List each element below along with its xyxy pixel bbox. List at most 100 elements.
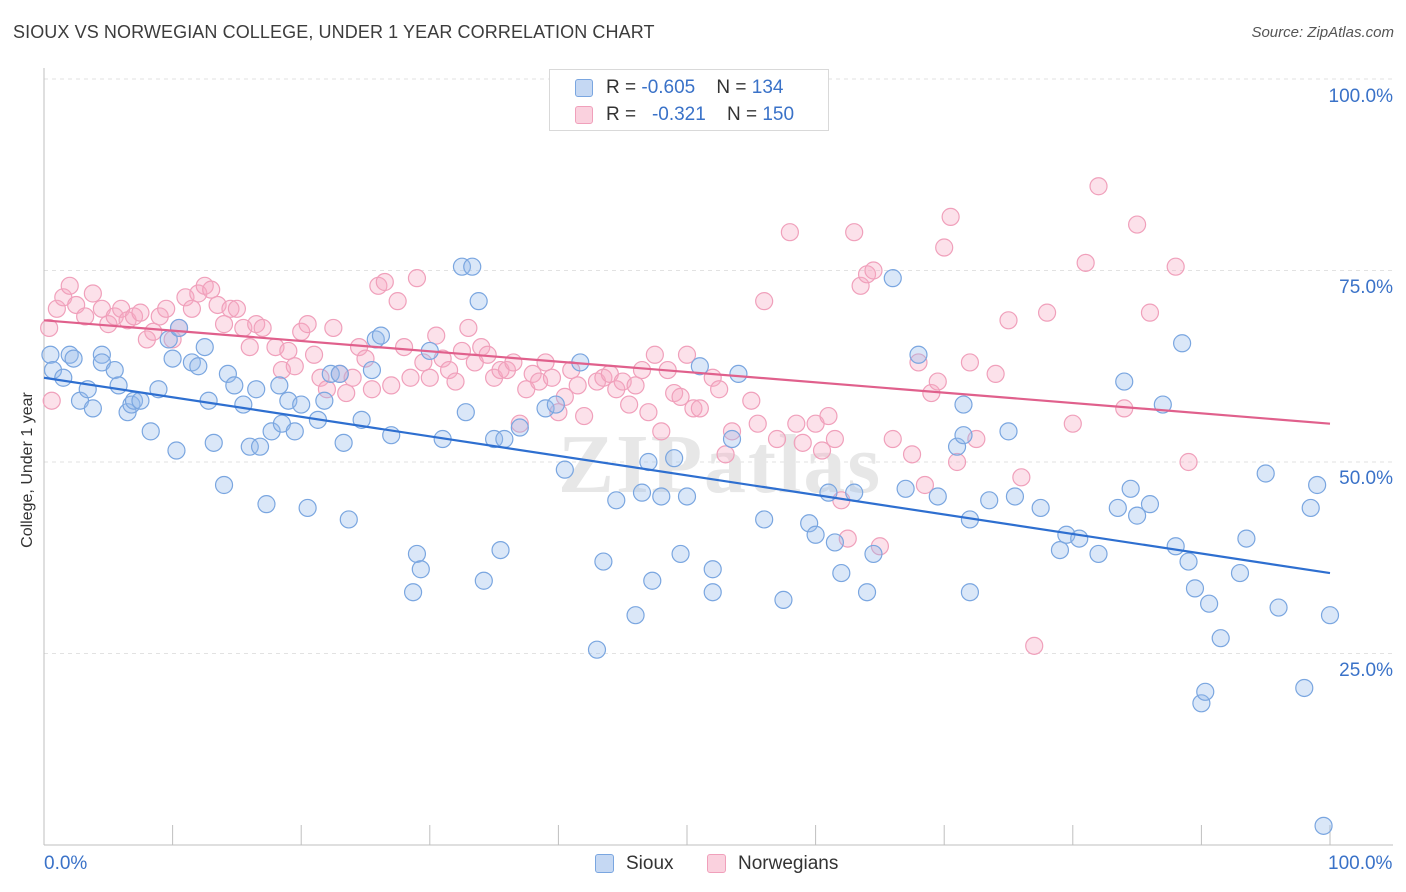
norwegians-point	[1089, 177, 1108, 196]
norwegians-point	[240, 338, 259, 357]
sioux-point	[195, 338, 214, 357]
sioux-point	[1173, 334, 1192, 353]
sioux-point	[607, 491, 626, 510]
norwegians-point	[999, 311, 1018, 330]
sioux-point	[362, 360, 382, 380]
sioux-point	[587, 640, 607, 659]
legend-n-label: N =	[716, 77, 752, 98]
sioux-point	[403, 583, 423, 602]
norwegians-point	[144, 322, 163, 341]
norwegians-point	[787, 414, 806, 433]
sioux-point	[806, 525, 825, 544]
sioux-point	[800, 514, 819, 533]
legend-r-label: R =	[606, 77, 642, 98]
norwegians-point	[401, 368, 420, 387]
norwegians-point	[317, 380, 337, 399]
sioux-point	[167, 441, 186, 460]
norwegians-point	[639, 403, 658, 422]
sioux-point	[83, 399, 102, 418]
x-tick-max: 100.0%	[1328, 853, 1393, 874]
sioux-point	[536, 399, 555, 418]
norwegians-point	[1140, 303, 1160, 322]
sioux-point	[485, 429, 504, 449]
norwegians-point	[710, 380, 729, 399]
norwegians-point	[864, 261, 883, 280]
sioux-point	[189, 357, 208, 376]
norwegians-point	[652, 422, 671, 441]
sioux-point	[980, 491, 999, 510]
sioux-point	[947, 437, 967, 456]
sioux-point	[1200, 594, 1219, 613]
y-tick-25: 25.0%	[1339, 660, 1393, 681]
sioux-point	[1005, 487, 1025, 506]
sioux-point	[546, 395, 565, 414]
sioux-point	[555, 460, 574, 479]
y-axis-label: College, Under 1 year	[19, 392, 36, 548]
sioux-point	[1050, 540, 1070, 560]
sioux-point	[315, 391, 334, 410]
sioux-point	[240, 437, 259, 456]
norwegians-swatch	[707, 854, 726, 873]
norwegians-point	[677, 345, 697, 364]
sioux-point	[1269, 598, 1288, 617]
norwegians-point	[825, 429, 844, 449]
norwegians-point	[76, 307, 95, 326]
norwegians-point	[221, 299, 240, 318]
sioux-point	[262, 422, 281, 441]
sioux-point	[330, 364, 349, 384]
bottom-legend-sioux-label: Sioux	[626, 853, 674, 874]
sioux-point	[225, 376, 244, 395]
norwegians-point	[915, 475, 935, 495]
sioux-point	[1070, 529, 1089, 548]
norwegians-point	[356, 349, 375, 368]
norwegians-point	[722, 422, 742, 441]
norwegians-point	[1076, 253, 1095, 272]
y-tick-50: 50.0%	[1339, 468, 1393, 489]
norwegians-point	[909, 353, 928, 372]
sioux-point	[845, 483, 864, 502]
norwegians-point	[536, 353, 555, 372]
legend-r-label: R =	[606, 104, 642, 125]
sioux-point	[218, 364, 237, 384]
sioux-point	[141, 422, 160, 441]
legend-n-value-sioux: 134	[751, 77, 784, 98]
sioux-point	[1140, 495, 1160, 514]
legend-r-value-norwegians: -0.321	[651, 104, 706, 125]
norwegians-point	[47, 299, 66, 318]
norwegians-point	[83, 284, 102, 303]
norwegians-point	[575, 406, 594, 426]
sioux-point	[703, 560, 722, 579]
sioux-point	[832, 563, 851, 583]
sioux-point	[928, 487, 947, 506]
sioux-point	[352, 410, 371, 429]
sioux-point	[703, 583, 722, 602]
norwegians-point	[1063, 414, 1082, 433]
norwegians-point	[214, 315, 234, 334]
norwegians-point	[40, 318, 59, 338]
sioux-point	[1185, 579, 1205, 598]
norwegians-point	[935, 238, 954, 257]
sioux-point	[105, 360, 124, 380]
y-tick-75: 75.0%	[1339, 277, 1393, 298]
sioux-point	[54, 368, 73, 387]
norwegians-point	[780, 223, 799, 242]
sioux-point	[163, 349, 182, 368]
sioux-point	[92, 345, 111, 364]
sioux-point	[729, 364, 748, 384]
sioux-swatch	[595, 854, 614, 873]
norwegians-point	[767, 429, 787, 449]
sioux-point	[665, 449, 684, 468]
sioux-point	[247, 380, 266, 399]
sioux-point	[652, 487, 671, 506]
norwegians-point	[253, 318, 272, 338]
sioux-point	[1295, 678, 1314, 698]
sioux-point	[1230, 563, 1250, 583]
norwegians-point	[388, 292, 407, 311]
sioux-point	[1308, 475, 1327, 495]
norwegians-trend-line	[43, 319, 1331, 425]
sioux-point	[495, 429, 514, 449]
sioux-point	[1089, 544, 1108, 564]
norwegians-point	[928, 372, 947, 391]
sioux-point	[755, 510, 774, 529]
sioux-point	[285, 422, 304, 441]
